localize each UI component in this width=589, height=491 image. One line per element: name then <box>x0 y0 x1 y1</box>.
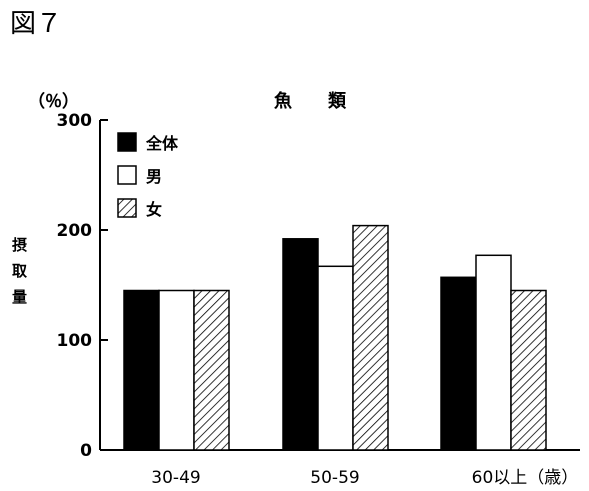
y-tick-label: 200 <box>57 221 93 241</box>
y-axis-label-char: 取 <box>12 262 28 280</box>
chart-title: 魚 類 <box>274 90 347 112</box>
bar-male <box>475 254 512 451</box>
y-axis-label-char: 摂 <box>12 236 27 254</box>
y-unit-label: （％） <box>28 91 79 112</box>
bar-female <box>352 224 389 451</box>
x-tick-label: 60以上（歳） <box>472 468 579 488</box>
legend-swatch <box>117 165 137 185</box>
x-tick-label: 50-59 <box>310 468 359 488</box>
bar-total <box>282 238 319 451</box>
bar-total <box>123 289 160 451</box>
y-tick-label: 100 <box>57 331 93 351</box>
y-tick-label: 0 <box>80 441 92 461</box>
y-axis-label: 摂取量 <box>12 236 28 306</box>
figure-label: 図７ <box>10 9 63 39</box>
legend-label: 全体 <box>145 134 179 153</box>
legend-label: 女 <box>146 200 162 219</box>
bar-male <box>158 289 195 451</box>
x-tick-label: 30-49 <box>151 468 200 488</box>
y-axis-label-char: 量 <box>12 288 27 306</box>
bar-male <box>317 265 354 451</box>
legend-swatch <box>117 198 137 218</box>
y-tick-label: 300 <box>57 111 93 131</box>
bar-total <box>440 276 477 451</box>
bar-female <box>510 289 547 451</box>
legend-label: 男 <box>146 167 162 186</box>
bar-female <box>193 289 230 451</box>
legend-swatch <box>117 132 137 152</box>
